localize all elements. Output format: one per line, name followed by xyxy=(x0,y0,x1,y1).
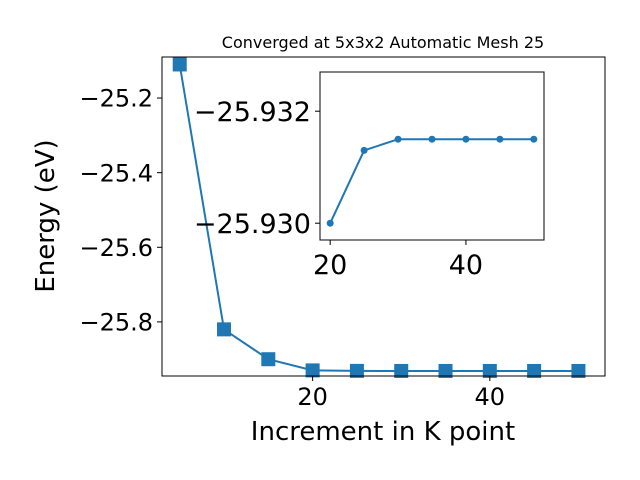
main-y-tick-label: −25.4 xyxy=(79,159,153,187)
main-y-tick-label: −25.2 xyxy=(79,85,153,113)
inset-data-point xyxy=(530,135,538,143)
inset-data-point xyxy=(394,135,402,143)
main-axes: 20 40 −25.2−25.4−25.6−25.8 Converged at 5… xyxy=(31,33,606,447)
main-y-ticks: −25.2 −25.4 −25.6 −25.8 xyxy=(79,85,162,337)
main-data-point xyxy=(172,57,187,72)
main-series-line xyxy=(178,64,579,372)
main-data-point xyxy=(527,363,542,378)
inset-data-point xyxy=(496,135,504,143)
main-data-point xyxy=(217,322,232,337)
inset-data-point xyxy=(360,146,368,154)
main-data-point xyxy=(394,363,409,378)
main-x-tick-label: 40 xyxy=(475,383,506,411)
main-series xyxy=(172,57,586,378)
inset-y-tick-label: −25.932 xyxy=(194,97,311,128)
inset-data-point xyxy=(462,135,470,143)
main-data-point xyxy=(305,363,320,378)
inset-data-point xyxy=(428,135,436,143)
main-data-point xyxy=(349,363,364,378)
inset-y-tick-label: −25.930 xyxy=(194,209,311,240)
inset-plot-frame xyxy=(319,71,545,241)
inset-data-point xyxy=(326,219,334,227)
main-data-point xyxy=(571,363,586,378)
main-data-point xyxy=(438,363,453,378)
inset-y-ticks: −25.932 −25.930 xyxy=(194,97,320,240)
inset-background xyxy=(320,72,544,240)
main-x-axis-label: Increment in K point xyxy=(251,417,515,447)
main-y-tick-label: −25.8 xyxy=(79,309,153,337)
main-x-ticks: 20 40 xyxy=(297,376,505,411)
main-data-point xyxy=(482,363,497,378)
main-data-point xyxy=(261,352,276,367)
inset-x-tick-label: 40 xyxy=(449,250,483,281)
main-x-tick-label: 20 xyxy=(297,383,328,411)
main-chart-title: Converged at 5x3x2 Automatic Mesh 25 xyxy=(222,33,544,52)
inset-series xyxy=(326,135,538,227)
inset-axes: −25.932−25.930 20 40 xyxy=(194,71,545,281)
main-plot-frame xyxy=(161,56,606,377)
inset-x-tick-label: 20 xyxy=(313,250,347,281)
inset-x-ticks: 20 40 xyxy=(313,240,483,281)
main-y-tick-label: −25.6 xyxy=(79,234,153,262)
main-y-axis-label: Energy (eV) xyxy=(31,139,61,292)
